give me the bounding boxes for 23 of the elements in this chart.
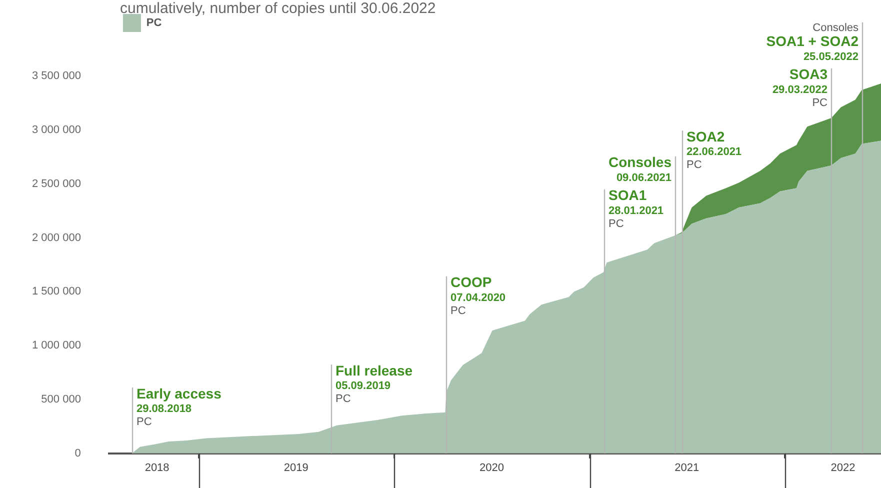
x-tick-label: 2021	[674, 462, 700, 474]
y-tick-label: 2 000 000	[32, 232, 81, 244]
ref-line-label: Full release 05.09.2019 PC	[336, 362, 413, 406]
y-tick-label: 3 500 000	[32, 70, 81, 82]
x-tick-label: 2020	[480, 462, 504, 474]
y-tick-label: 0	[74, 447, 81, 460]
x-tick-label: 2019	[284, 462, 308, 474]
chart-subtitle: cumulatively, number of copies until 30.06.2022	[120, 0, 436, 17]
ref-line-label: COOP 07.04.2020 PC	[450, 274, 506, 317]
ref-line-label: SOA2 22.06.2021 PC	[686, 128, 742, 172]
ref-line-label: Consoles 09.06.2021	[608, 154, 672, 184]
y-tick-label: 2 500 000	[32, 178, 81, 190]
x-tick-label: 2022	[830, 462, 856, 474]
ref-line-label: Early access 29.08.2018 PC	[136, 385, 222, 428]
ref-line-label: Consoles SOA1 + SOA2 25.05.2022	[766, 22, 859, 63]
legend-label: PC	[146, 17, 162, 30]
y-tick-label: 3 000 000	[32, 124, 81, 136]
x-tick-label: 2018	[144, 462, 170, 474]
ref-line-label: SOA1 28.01.2021 PC	[608, 187, 664, 230]
y-tick-label: 1 500 000	[32, 286, 81, 298]
ref-line-label: SOA3 29.03.2022 PC	[772, 66, 828, 109]
y-tick-label: 500 000	[41, 394, 81, 406]
y-tick-label: 1 000 000	[32, 340, 81, 352]
